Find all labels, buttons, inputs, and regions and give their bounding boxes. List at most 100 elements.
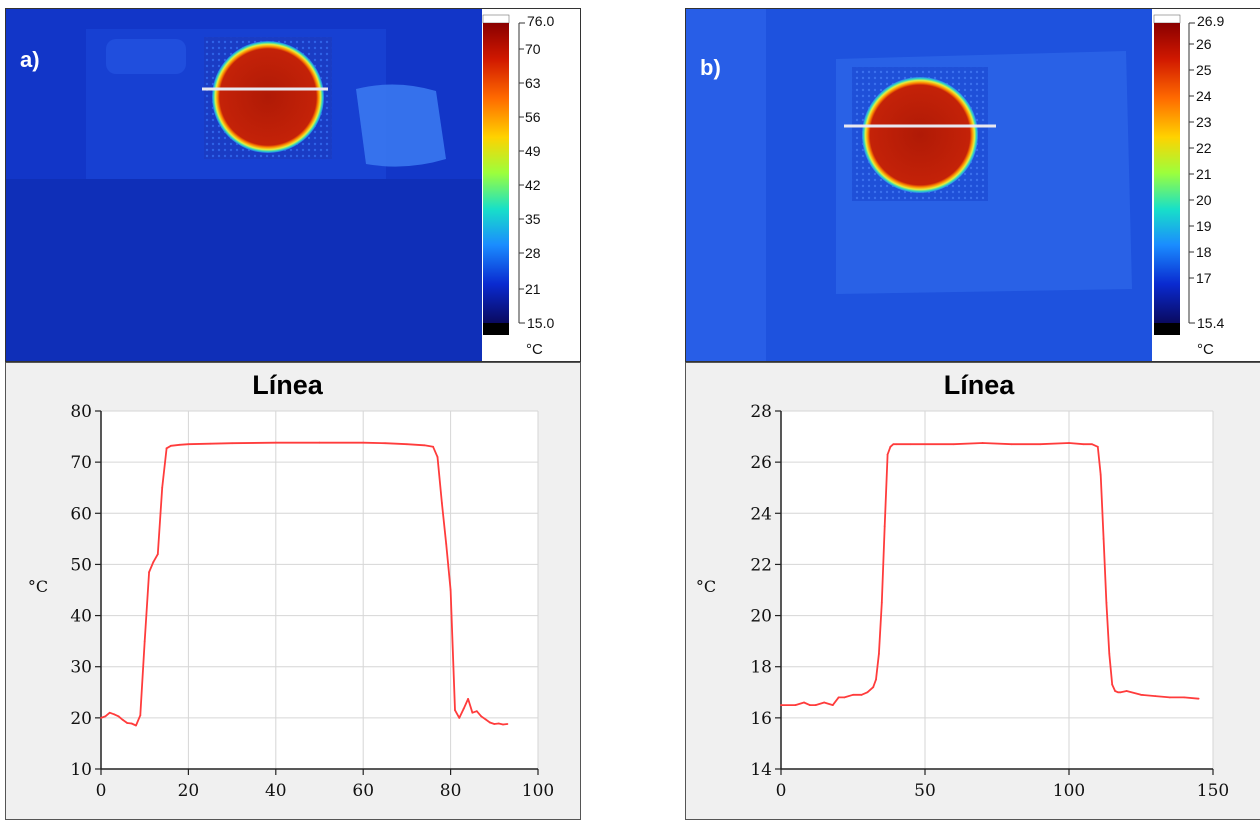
colorbar-a-tick: 35 (525, 211, 541, 227)
colorbar-a-tick: 56 (525, 109, 541, 125)
y-tick-label: 30 (70, 658, 92, 678)
data-point (126, 722, 129, 724)
data-point (449, 589, 452, 591)
data-point (1119, 691, 1122, 694)
colorbar-b-tick: 24 (1196, 88, 1212, 104)
data-point (475, 710, 478, 713)
data-point (318, 441, 321, 444)
x-tick-label: 50 (914, 781, 936, 801)
data-point (794, 704, 797, 706)
data-point (886, 453, 889, 456)
y-tick-label: 14 (750, 760, 772, 780)
data-point (462, 707, 465, 710)
data-point (493, 723, 496, 725)
data-point (1108, 653, 1111, 655)
panel-a-label: a) (20, 47, 40, 72)
data-point (480, 715, 483, 718)
chart-a-svg: 0 20 40 60 80 100 10 20 30 40 50 60 70 80 Línea °C (28, 370, 554, 801)
x-tick-label: 0 (776, 781, 787, 801)
data-point (1117, 691, 1119, 694)
colorbar-b-tick: 26 (1196, 36, 1212, 52)
colorbar-b-tick: 22 (1196, 140, 1212, 156)
data-point (406, 443, 408, 446)
data-point (909, 443, 912, 446)
panel-b: b) 26 25 24 23 22 21 (685, 8, 1260, 820)
colorbar-a-unit: °C (526, 341, 543, 358)
x-tick-label: 100 (522, 781, 554, 801)
data-point (866, 691, 869, 694)
panel-b-label: b) (700, 55, 721, 80)
y-tick-label: 28 (750, 402, 772, 422)
data-point (924, 443, 926, 446)
data-point (121, 719, 124, 721)
thermal-image-a-svg: a) 70 63 56 49 42 35 (6, 9, 580, 361)
data-point (1140, 693, 1142, 696)
data-point (1183, 696, 1186, 699)
data-point (148, 571, 150, 573)
data-point (156, 553, 159, 556)
data-point (981, 442, 984, 444)
data-point (231, 442, 234, 445)
y-tick-label: 10 (70, 760, 92, 780)
colorbar-b-tick: 19 (1196, 218, 1212, 234)
data-point (100, 716, 102, 719)
data-point (187, 443, 190, 446)
data-point (440, 502, 443, 504)
plot-area (781, 411, 1213, 769)
colorbar-a-tick: 49 (525, 143, 541, 159)
data-point (170, 444, 172, 447)
data-point (130, 722, 133, 725)
y-tick-label: 16 (750, 709, 772, 729)
y-tick-label: 20 (750, 607, 772, 627)
data-point (808, 704, 811, 706)
y-axis-label: °C (696, 577, 716, 596)
data-point (1105, 601, 1108, 604)
data-point (880, 601, 883, 604)
y-tick-label: 22 (750, 555, 772, 575)
data-point (1099, 474, 1102, 476)
x-tick-label: 40 (265, 781, 287, 801)
y-tick-label: 24 (750, 504, 772, 524)
x-tick-label: 100 (1053, 781, 1085, 801)
data-point (1111, 683, 1114, 686)
colorbar-b-tick: 23 (1196, 114, 1212, 130)
data-point (875, 678, 877, 681)
colorbar-a-tick: 28 (525, 245, 541, 261)
data-point (860, 693, 863, 696)
y-tick-label: 50 (70, 555, 92, 575)
plot-area (101, 411, 538, 769)
data-point (454, 709, 456, 712)
data-point (1197, 697, 1200, 700)
data-point (108, 711, 111, 714)
colorbar-a-tick: 21 (525, 281, 541, 297)
data-point (878, 653, 880, 655)
data-point (152, 560, 155, 563)
data-point (497, 722, 500, 725)
chart-b-svg: 0 50 100 150 14 16 18 20 22 24 26 28 Línea °C (696, 370, 1229, 801)
line-profile-plot-b: 0 50 100 150 14 16 18 20 22 24 26 28 Línea °C (685, 362, 1260, 820)
data-point (1096, 445, 1099, 448)
y-tick-label: 18 (750, 658, 772, 678)
data-point (1154, 695, 1157, 698)
data-point (895, 443, 898, 446)
x-tick-label: 20 (178, 781, 200, 801)
y-tick-label: 20 (70, 709, 92, 729)
data-point (502, 723, 504, 726)
data-point (823, 701, 826, 704)
chart-title: Línea (944, 370, 1016, 400)
colorbar-b-tick: 17 (1196, 270, 1212, 286)
data-point (1168, 696, 1171, 699)
data-point (104, 715, 107, 718)
data-point (139, 714, 142, 717)
data-point (837, 696, 840, 699)
thermal-image-b: b) 26 25 24 23 22 21 (685, 8, 1260, 362)
y-tick-label: 60 (70, 504, 92, 524)
data-point (209, 442, 212, 445)
data-point (803, 701, 805, 704)
colorbar-b-min: 15.4 (1197, 315, 1224, 331)
colorbar-a (483, 23, 509, 323)
data-point (143, 640, 146, 643)
data-point (1010, 443, 1013, 446)
colorbar-b-tick: 25 (1196, 62, 1212, 78)
data-point (831, 704, 834, 706)
